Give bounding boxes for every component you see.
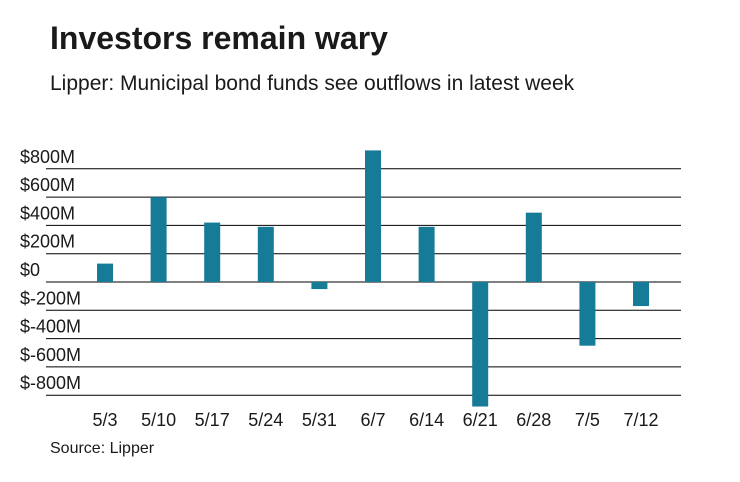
bar-5-31 — [311, 282, 328, 290]
x-tick-label: 7/5 — [575, 410, 600, 430]
x-tick-label: 6/21 — [463, 410, 498, 430]
bar-6-7 — [365, 150, 381, 282]
y-axis-labels: $800M $600M $400M $200M $0 $-200M $-400M $-600M… — [20, 147, 81, 393]
y-tick-label: $-200M — [20, 288, 81, 308]
bar-6-14 — [418, 226, 435, 282]
bar-6-28 — [525, 212, 542, 282]
bar-7-12 — [633, 282, 649, 307]
bar-5-24 — [257, 226, 274, 282]
x-tick-label: 5/31 — [302, 410, 337, 430]
x-tick-label: 6/7 — [360, 410, 385, 430]
x-tick-label: 7/12 — [623, 410, 658, 430]
y-tick-label: $200M — [20, 232, 75, 252]
y-tick-label: $-600M — [20, 345, 81, 365]
x-tick-label: 5/24 — [248, 410, 283, 430]
bar-5-17 — [204, 222, 221, 282]
chart-source: Source: Lipper — [50, 440, 155, 457]
x-tick-label: 5/3 — [92, 410, 117, 430]
y-tick-label: $0 — [20, 260, 40, 280]
x-tick-label: 5/10 — [141, 410, 176, 430]
bar-5-10 — [150, 197, 167, 282]
x-axis-labels: 5/3 5/10 5/17 5/24 5/31 6/7 6/14 6/21 6/28 7/5 7/1… — [92, 410, 658, 430]
y-tick-label: $600M — [20, 175, 75, 195]
x-tick-label: 5/17 — [195, 410, 230, 430]
y-tick-label: $-800M — [20, 373, 81, 393]
bar-6-21 — [472, 282, 489, 407]
x-tick-label: 6/14 — [409, 410, 444, 430]
chart-title: Investors remain wary — [50, 20, 388, 56]
bar-5-3 — [97, 263, 113, 282]
y-tick-label: $800M — [20, 147, 75, 167]
bar-7-5 — [579, 282, 596, 346]
y-tick-label: $-400M — [20, 317, 81, 337]
chart-subtitle: Lipper: Municipal bond funds see outflow… — [50, 72, 575, 95]
grid-lines — [46, 168, 681, 396]
bars — [97, 150, 649, 407]
x-tick-label: 6/28 — [516, 410, 551, 430]
y-tick-label: $400M — [20, 203, 75, 223]
